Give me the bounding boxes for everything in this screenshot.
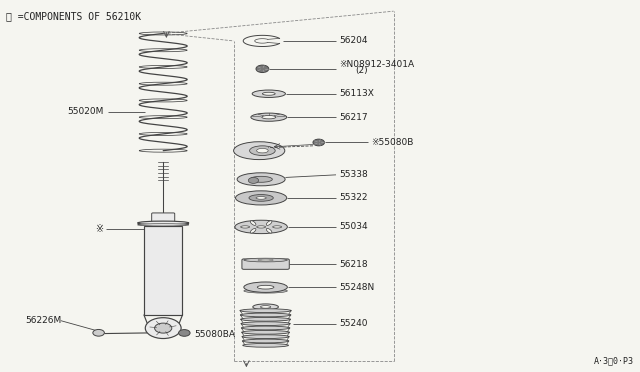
FancyBboxPatch shape [152,213,175,222]
Text: ※: ※ [95,224,103,234]
Ellipse shape [235,220,287,234]
Text: 55020M: 55020M [67,107,104,116]
Ellipse shape [241,317,291,321]
Ellipse shape [242,335,289,339]
Text: 56218: 56218 [339,260,368,269]
Ellipse shape [273,226,282,228]
Ellipse shape [241,226,250,228]
Circle shape [256,65,269,73]
Ellipse shape [266,228,272,233]
Ellipse shape [138,224,189,226]
Ellipse shape [258,259,273,261]
Ellipse shape [241,313,291,317]
Ellipse shape [138,221,189,225]
Ellipse shape [243,339,289,343]
Circle shape [93,330,104,336]
Ellipse shape [252,90,285,97]
Ellipse shape [266,221,272,225]
Ellipse shape [237,173,285,186]
Ellipse shape [262,92,275,95]
Ellipse shape [251,113,287,121]
Text: 55338: 55338 [339,170,368,179]
Text: ※ =COMPONENTS OF 56210K: ※ =COMPONENTS OF 56210K [6,11,141,21]
Ellipse shape [257,285,274,289]
Text: 55248N: 55248N [339,283,374,292]
Text: A·3※0·P3: A·3※0·P3 [594,356,634,365]
Circle shape [179,330,190,336]
Ellipse shape [249,195,273,201]
Text: 55322: 55322 [339,193,368,202]
Ellipse shape [244,258,287,262]
Text: 56204: 56204 [339,36,368,45]
Ellipse shape [253,304,278,310]
Ellipse shape [256,196,266,199]
Ellipse shape [243,343,289,347]
Ellipse shape [262,115,276,119]
Ellipse shape [260,306,271,308]
Text: 55080BA: 55080BA [194,330,235,339]
Ellipse shape [242,330,289,334]
Circle shape [313,139,324,146]
Ellipse shape [257,148,268,153]
Text: ※55080B: ※55080B [371,138,413,147]
FancyBboxPatch shape [144,226,182,315]
Ellipse shape [241,326,290,330]
Ellipse shape [250,176,273,182]
Circle shape [155,323,172,333]
Ellipse shape [250,146,275,155]
Ellipse shape [236,191,287,205]
Text: 55240: 55240 [339,319,368,328]
Circle shape [248,177,259,183]
Text: (2): (2) [355,66,368,75]
Ellipse shape [257,226,266,228]
Ellipse shape [250,228,256,233]
Text: 56226M: 56226M [26,316,62,325]
Ellipse shape [244,289,287,293]
Text: 56113X: 56113X [339,89,374,98]
Text: ※N08912-3401A: ※N08912-3401A [339,60,414,69]
Circle shape [145,318,181,339]
FancyBboxPatch shape [242,259,289,269]
Text: 56217: 56217 [339,113,368,122]
Ellipse shape [241,322,290,326]
Text: 55034: 55034 [339,222,368,231]
Ellipse shape [250,221,256,225]
Ellipse shape [244,282,287,292]
Ellipse shape [234,142,285,160]
Ellipse shape [240,309,291,312]
